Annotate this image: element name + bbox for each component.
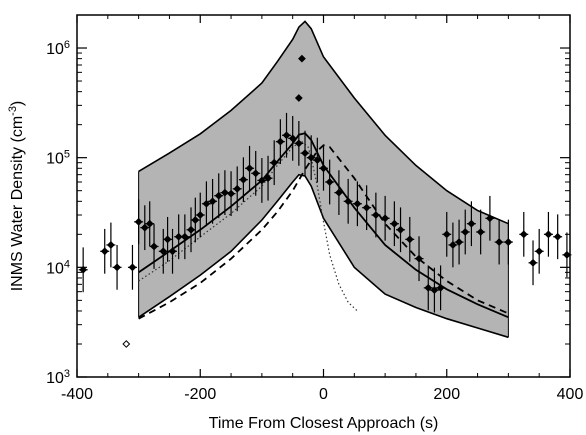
data-point <box>202 199 211 208</box>
y-axis-title-sup: -3 <box>7 106 19 116</box>
data-point <box>430 286 439 295</box>
data-point <box>424 283 433 292</box>
data-point <box>245 164 254 173</box>
data-point <box>405 235 414 244</box>
x-tick-label: 400 <box>557 386 584 403</box>
data-point <box>461 228 470 236</box>
y-axis-title: INMS Water Density (cm-3) <box>7 101 26 292</box>
data-point <box>563 250 571 259</box>
data-point <box>208 197 217 206</box>
data-point <box>106 241 115 249</box>
data-point <box>485 214 494 223</box>
data-point <box>100 247 109 256</box>
data-point <box>325 178 334 186</box>
data-point <box>449 241 457 249</box>
data-point <box>307 153 316 162</box>
x-tick-label: -400 <box>61 386 93 403</box>
data-point <box>140 223 149 232</box>
data-point <box>288 134 297 143</box>
data-point <box>442 230 451 239</box>
data-point <box>220 188 229 197</box>
data-point <box>319 164 328 173</box>
tick-layer: -400 -200 0 200 400 103 104 105 106 <box>46 14 584 403</box>
data-point <box>495 238 504 246</box>
x-tick-label: 200 <box>433 386 460 403</box>
data-point <box>529 258 537 267</box>
data-point <box>301 149 309 158</box>
data-point <box>233 184 242 193</box>
data-point <box>519 230 528 239</box>
x-tick-label: -200 <box>184 386 216 403</box>
data-point <box>476 228 485 236</box>
band-upper-edge <box>138 20 509 225</box>
data-point <box>353 199 362 208</box>
data-point <box>381 214 390 223</box>
data-point <box>227 189 235 198</box>
data-point <box>334 188 343 197</box>
data-point <box>214 191 223 200</box>
data-point <box>134 217 143 226</box>
data-point <box>191 216 200 224</box>
data-point <box>113 263 121 272</box>
model-dashed-line <box>138 144 509 320</box>
y-tick-label: 104 <box>46 258 70 277</box>
outlier-point <box>294 94 303 102</box>
data-point <box>313 156 322 165</box>
data-point <box>282 131 291 140</box>
data-point <box>371 211 380 219</box>
data-point <box>270 158 279 167</box>
y-axis-title-close: ) <box>9 101 26 106</box>
data-point <box>187 225 195 234</box>
data-point <box>415 254 423 263</box>
data-point <box>436 283 445 292</box>
data-point <box>239 175 248 184</box>
data-point <box>504 238 513 246</box>
x-axis-title: Time From Closest Approach (s) <box>209 415 439 432</box>
data-point <box>174 232 183 241</box>
data-point <box>79 265 88 274</box>
data-point <box>390 219 399 228</box>
y-axis-title-main: INMS Water Density (cm <box>9 116 26 291</box>
data-point <box>362 203 371 212</box>
data-point <box>294 139 303 148</box>
data-point <box>145 219 154 228</box>
data-point <box>128 263 137 272</box>
data-point <box>553 232 562 241</box>
y-tick-label: 106 <box>46 39 70 58</box>
x-tick-label: 0 <box>319 386 328 403</box>
data-point <box>544 230 553 239</box>
data-point <box>396 225 405 234</box>
data-point <box>159 247 168 256</box>
data-point <box>163 235 172 244</box>
band-lower-edge <box>138 173 509 339</box>
open-point <box>122 340 131 348</box>
data-point <box>455 238 463 246</box>
data-point <box>276 137 285 146</box>
data-point <box>196 211 205 219</box>
data-point <box>467 219 476 228</box>
plot-layer <box>78 20 572 348</box>
data-point <box>264 174 272 183</box>
data-point <box>344 197 353 206</box>
data-point <box>168 247 177 256</box>
data-point <box>257 176 266 185</box>
y-tick-label: 103 <box>46 368 70 387</box>
outlier-point <box>298 54 306 63</box>
data-point <box>180 232 189 241</box>
y-tick-label: 105 <box>46 149 70 168</box>
data-point <box>535 247 544 256</box>
data-point <box>150 242 158 251</box>
data-point <box>251 169 260 178</box>
